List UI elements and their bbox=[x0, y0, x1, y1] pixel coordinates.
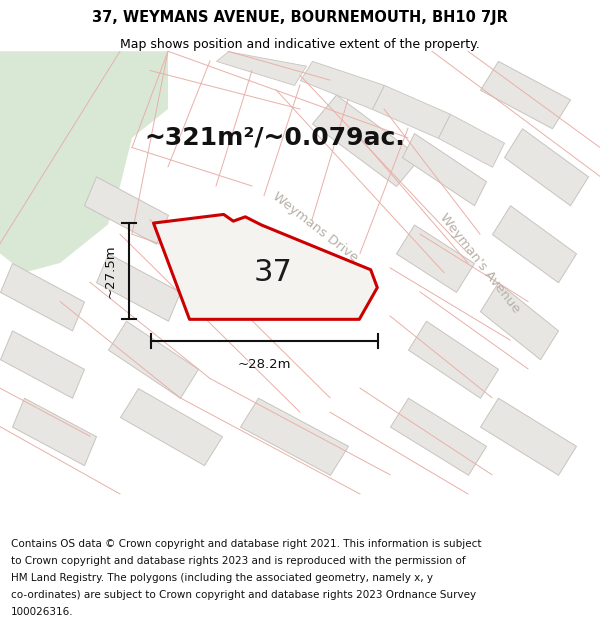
Text: 37, WEYMANS AVENUE, BOURNEMOUTH, BH10 7JR: 37, WEYMANS AVENUE, BOURNEMOUTH, BH10 7J… bbox=[92, 10, 508, 25]
Text: to Crown copyright and database rights 2023 and is reproduced with the permissio: to Crown copyright and database rights 2… bbox=[11, 556, 466, 566]
Text: Weymans Drive: Weymans Drive bbox=[270, 189, 360, 264]
Text: ~28.2m: ~28.2m bbox=[238, 358, 292, 371]
Text: Map shows position and indicative extent of the property.: Map shows position and indicative extent… bbox=[120, 39, 480, 51]
Text: 100026316.: 100026316. bbox=[11, 608, 73, 618]
Text: 37: 37 bbox=[254, 258, 292, 287]
Text: ~27.5m: ~27.5m bbox=[104, 244, 117, 298]
Text: Contains OS data © Crown copyright and database right 2021. This information is : Contains OS data © Crown copyright and d… bbox=[11, 539, 481, 549]
Text: co-ordinates) are subject to Crown copyright and database rights 2023 Ordnance S: co-ordinates) are subject to Crown copyr… bbox=[11, 590, 476, 600]
Text: HM Land Registry. The polygons (including the associated geometry, namely x, y: HM Land Registry. The polygons (includin… bbox=[11, 573, 433, 583]
Text: ~321m²/~0.079ac.: ~321m²/~0.079ac. bbox=[144, 126, 405, 150]
Text: Weyman's Avenue: Weyman's Avenue bbox=[437, 211, 523, 315]
